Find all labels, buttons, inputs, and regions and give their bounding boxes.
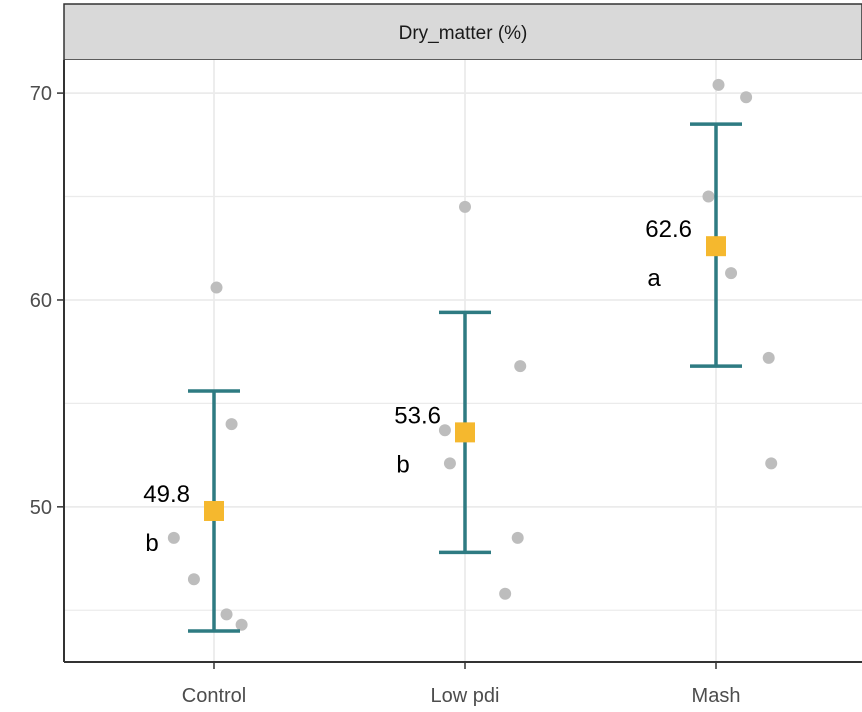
data-point — [235, 618, 248, 631]
data-point — [762, 351, 775, 364]
axes: Control Low pdi Mash 50 60 70 — [30, 60, 862, 707]
data-point — [438, 424, 451, 437]
raw-data-points — [167, 78, 778, 631]
mean-annotations: 49.8 b 53.6 b 62.6 a — [143, 216, 692, 557]
data-point — [740, 91, 753, 104]
x-tick-label: Control — [182, 685, 246, 707]
data-point — [702, 190, 715, 203]
data-point — [210, 281, 223, 294]
mean-marker — [706, 236, 726, 257]
data-point — [514, 360, 527, 373]
mean-value-label: 53.6 — [394, 402, 441, 429]
y-tick-label: 60 — [30, 290, 52, 312]
data-point — [712, 78, 725, 91]
x-tick-label: Mash — [692, 685, 741, 707]
mean-marker — [455, 422, 475, 443]
significance-letter: b — [396, 451, 409, 478]
data-point — [511, 531, 524, 544]
data-point — [765, 457, 778, 470]
data-point — [220, 608, 233, 621]
mean-marker — [204, 500, 224, 521]
x-tick-label: Low pdi — [431, 685, 500, 707]
data-point — [167, 531, 180, 544]
facet-strip — [63, 3, 862, 61]
data-point — [187, 573, 200, 586]
mean-markers — [204, 236, 726, 521]
data-point — [725, 267, 738, 280]
plot-panel — [64, 60, 862, 662]
data-point — [443, 457, 456, 470]
mean-value-label: 62.6 — [645, 216, 692, 243]
facet-strip-label: Dry_matter (%) — [399, 23, 528, 44]
significance-letter: a — [647, 265, 661, 292]
y-tick-label: 70 — [30, 83, 52, 105]
data-point — [225, 418, 238, 431]
data-point — [459, 200, 471, 213]
data-point — [499, 587, 512, 600]
significance-letter: b — [145, 530, 158, 557]
y-tick-label: 50 — [30, 497, 52, 519]
mean-value-label: 49.8 — [143, 481, 190, 508]
